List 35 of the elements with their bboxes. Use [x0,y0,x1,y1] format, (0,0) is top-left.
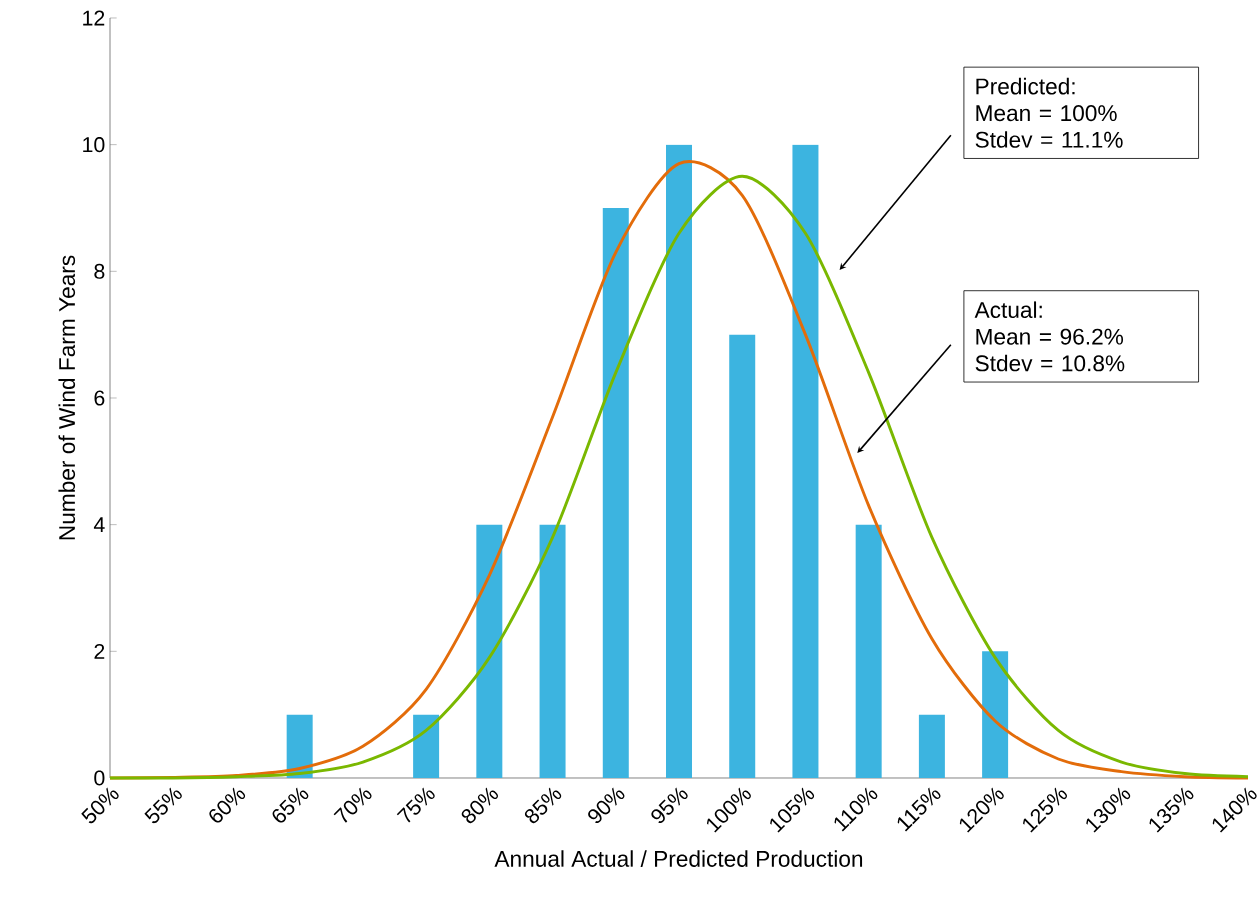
x-tick-label: 75% [396,787,435,823]
annotation: Predicted: [976,77,1075,95]
y-tick-label: 4 [93,517,105,532]
y-tick-label: 0 [94,770,105,786]
annotation: Stdev = 11.1% [975,131,1123,148]
annotation: Stdev = 10.8% [975,354,1125,372]
annotation: Mean = 100% [976,105,1117,122]
y-tick-label: 12 [83,10,105,26]
x-tick-label: 85% [524,787,562,824]
bar [413,714,440,778]
x-tick-label: 80% [461,787,499,824]
x-tick-label: 65% [272,787,309,823]
y-tick-label: 2 [94,643,105,659]
bar [666,144,692,778]
bar [729,334,756,778]
bar [855,524,882,778]
annotation: Mean = 96.2% [976,328,1124,345]
bar [792,144,819,778]
bar [982,651,1009,778]
x-tick-label: 70% [333,787,372,823]
y-axis-title: Number of Wind Farm Years [58,255,76,540]
x-axis-title: Annual Actual / Predicted Production [494,850,863,867]
x-tick-label: 55% [144,787,182,824]
bar [918,714,945,778]
bar [602,207,629,778]
x-tick-label: 60% [209,787,246,823]
x-tick-label: 90% [588,787,625,824]
annotation: Actual: [974,301,1042,319]
bar [476,524,503,778]
bar [286,714,313,778]
y-tick-label: 8 [94,263,105,279]
x-tick-label: 95% [651,787,688,824]
y-tick-label: 10 [83,137,105,153]
bar [539,524,566,778]
y-tick-label: 6 [94,390,105,406]
